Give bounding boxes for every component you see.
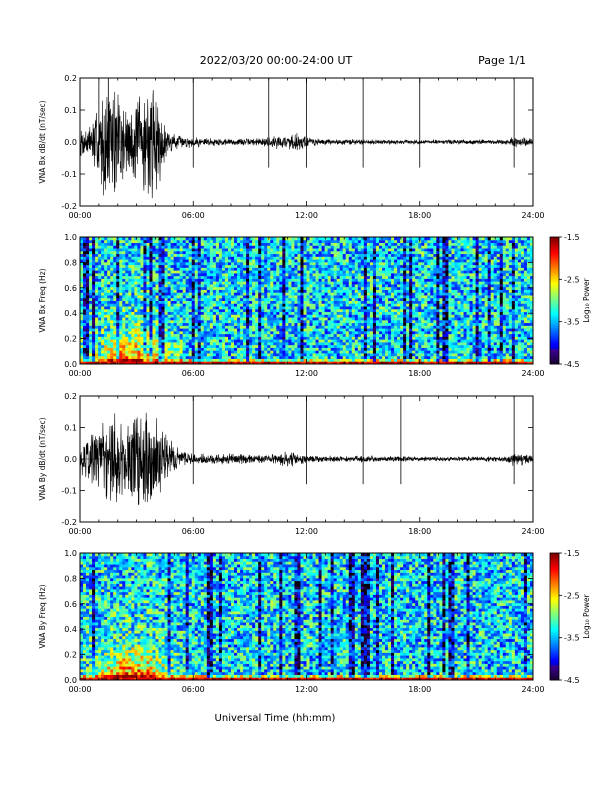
x-tick-label: 18:00 bbox=[408, 369, 431, 378]
x-tick-label: 24:00 bbox=[521, 685, 544, 694]
y-tick-label: 0.6 bbox=[64, 600, 77, 609]
colorbar: -1.5 -2.5 -3.5 -4.5 Log₁₀ Power bbox=[549, 233, 591, 369]
y-tick-label: 0.4 bbox=[64, 309, 77, 318]
y-tick-label: -0.1 bbox=[61, 170, 77, 179]
y-tick-label: -0.1 bbox=[61, 487, 77, 496]
y-tick-label: -0.2 bbox=[61, 202, 77, 211]
x-tick-label: 00:00 bbox=[68, 211, 91, 220]
figure-title: 2022/03/20 00:00-24:00 UT bbox=[200, 54, 353, 67]
y-axis-label: VNA By dB/dt (nT/sec) bbox=[38, 417, 47, 500]
y-tick-label: -0.2 bbox=[61, 518, 77, 527]
colorbar: -1.5 -2.5 -3.5 -4.5 Log₁₀ Power bbox=[549, 549, 591, 685]
colorbar-tick-label: -1.5 bbox=[564, 233, 580, 242]
y-tick-label: 0.2 bbox=[64, 74, 77, 83]
y-tick-label: 0.0 bbox=[64, 360, 77, 369]
x-tick-label: 12:00 bbox=[295, 685, 318, 694]
y-axis-label: VNA By Freq (Hz) bbox=[38, 584, 47, 648]
colorbar-tick-label: -4.5 bbox=[564, 676, 580, 685]
y-tick-label: 0.6 bbox=[64, 284, 77, 293]
colorbar-tick-label: -2.5 bbox=[564, 591, 580, 600]
y-tick-label: 1.0 bbox=[64, 233, 77, 242]
colorbar-label: Log₁₀ Power bbox=[582, 593, 591, 638]
y-tick-label: 0.2 bbox=[64, 335, 77, 344]
y-tick-label: 0.0 bbox=[64, 455, 77, 464]
y-tick-label: 0.2 bbox=[64, 392, 77, 401]
y-tick-label: 0.0 bbox=[64, 138, 77, 147]
panel-4: -1.5 -2.5 -3.5 -4.5 Log₁₀ Power 00:00 06:00 12:… bbox=[38, 549, 591, 694]
page-indicator: Page 1/1 bbox=[478, 54, 526, 67]
spectrogram bbox=[80, 237, 533, 364]
x-tick-label: 06:00 bbox=[182, 685, 205, 694]
y-tick-label: 0.2 bbox=[64, 651, 77, 660]
y-axis-label: VNA Bx dB/dt (nT/sec) bbox=[38, 100, 47, 183]
x-tick-label: 00:00 bbox=[68, 369, 91, 378]
panel-1: 00:00 06:00 12:00 18:00 24:00 -0.2 -0.1 0.0 0.1 0… bbox=[38, 74, 545, 220]
x-tick-label: 24:00 bbox=[521, 211, 544, 220]
x-tick-label: 12:00 bbox=[295, 211, 318, 220]
y-tick-label: 0.0 bbox=[64, 676, 77, 685]
y-tick-label: 0.1 bbox=[64, 424, 77, 433]
x-tick-label: 00:00 bbox=[68, 685, 91, 694]
y-tick-label: 0.8 bbox=[64, 258, 77, 267]
colorbar-label: Log₁₀ Power bbox=[582, 277, 591, 322]
x-tick-label: 18:00 bbox=[408, 685, 431, 694]
colorbar-tick-label: -1.5 bbox=[564, 549, 580, 558]
x-tick-label: 06:00 bbox=[182, 211, 205, 220]
y-tick-label: 0.1 bbox=[64, 106, 77, 115]
colorbar-tick-label: -2.5 bbox=[564, 275, 580, 284]
x-tick-label: 12:00 bbox=[295, 369, 318, 378]
x-tick-label: 06:00 bbox=[182, 527, 205, 536]
x-tick-label: 18:00 bbox=[408, 211, 431, 220]
colorbar-tick-label: -3.5 bbox=[564, 634, 580, 643]
spectrogram bbox=[80, 553, 533, 680]
x-tick-label: 18:00 bbox=[408, 527, 431, 536]
x-tick-label: 12:00 bbox=[295, 527, 318, 536]
waveform-series bbox=[80, 396, 533, 505]
x-tick-label: 24:00 bbox=[521, 527, 544, 536]
waveform-series bbox=[80, 78, 533, 199]
y-axis-label: VNA Bx Freq (Hz) bbox=[38, 268, 47, 332]
panels: 00:00 06:00 12:00 18:00 24:00 -0.2 -0.1 0.0 0.1 0… bbox=[38, 74, 591, 694]
panel-3: 00:00 06:00 12:00 18:00 24:00 -0.2 -0.1 0.0 0.1 0… bbox=[38, 392, 545, 536]
x-axis-label: Universal Time (hh:mm) bbox=[215, 713, 336, 724]
colorbar-tick-label: -3.5 bbox=[564, 318, 580, 327]
x-tick-label: 24:00 bbox=[521, 369, 544, 378]
y-tick-label: 1.0 bbox=[64, 549, 77, 558]
panel-2: -1.5 -2.5 -3.5 -4.5 Log₁₀ Power 00:00 06:00 12:… bbox=[38, 233, 591, 378]
y-tick-label: 0.4 bbox=[64, 625, 77, 634]
x-tick-label: 00:00 bbox=[68, 527, 91, 536]
x-tick-label: 06:00 bbox=[182, 369, 205, 378]
y-tick-label: 0.8 bbox=[64, 574, 77, 583]
colorbar-tick-label: -4.5 bbox=[564, 360, 580, 369]
